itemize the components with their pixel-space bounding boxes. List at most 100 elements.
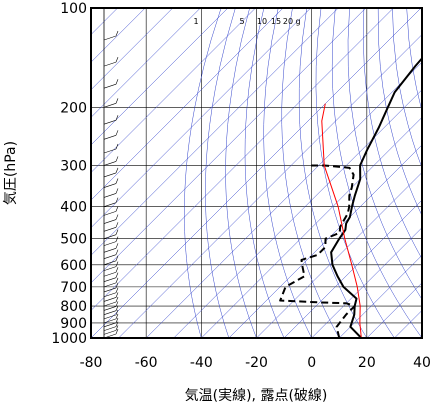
barb-staff (103, 287, 117, 293)
isotherm-line (201, 116, 422, 338)
isotherm-line (91, 8, 311, 229)
barb-flag (115, 261, 119, 267)
dry-adiabat-line (362, 8, 422, 260)
barb-staff (103, 248, 117, 253)
isotherm-line (173, 89, 422, 338)
dry-adiabat-line (392, 8, 422, 169)
x-tick-label: -80 (80, 355, 103, 371)
dry-adiabat-line (347, 8, 422, 300)
barb-flag (116, 0, 118, 4)
y-tick-label: 500 (60, 232, 87, 248)
series-line-0 (330, 56, 422, 338)
isotherm-line (91, 8, 229, 146)
barb-flag (115, 317, 119, 323)
dry-adiabat-line (263, 8, 312, 338)
barb-flag (115, 236, 119, 242)
barb-flag (115, 282, 119, 289)
barb-flag (115, 277, 119, 283)
barb-flag (115, 197, 119, 203)
barb-staff (103, 219, 117, 224)
y-tick-label: 200 (60, 100, 87, 116)
barb-flag (115, 325, 119, 331)
isotherm-line (394, 310, 422, 338)
barb-staff (103, 310, 117, 315)
barb-staff (103, 119, 117, 125)
barb-flag (115, 292, 119, 298)
barb-flag (115, 321, 119, 327)
mixing-ratio-labels: 1 5 10 15 20 g (193, 17, 300, 26)
y-tick-label: 900 (60, 316, 87, 332)
y-tick-label: 100 (60, 1, 87, 17)
barb-flag (115, 98, 119, 104)
y-tick-label: 800 (60, 299, 87, 315)
dry-adiabat-line (298, 8, 368, 338)
y-tick-label: 1000 (51, 331, 87, 347)
barb-staff (103, 277, 117, 282)
barb-flag (115, 130, 119, 136)
barb-staff (103, 234, 117, 239)
isotherm-line (91, 8, 284, 201)
barb-staff (103, 306, 117, 311)
barb-staff (103, 172, 117, 178)
isotherm-line (91, 8, 394, 311)
barb-flag (115, 229, 119, 235)
dry-adiabat-line (315, 8, 395, 338)
y-tick-label: 600 (60, 258, 87, 274)
x-tick-label: -40 (190, 355, 213, 371)
barb-flag (115, 255, 119, 261)
series-line-2 (321, 103, 362, 338)
wind-barbs (103, 0, 119, 338)
barb-staff (103, 266, 117, 271)
dry-adiabat-line (331, 8, 422, 338)
barb-flag (115, 309, 119, 315)
barb-staff (103, 211, 117, 216)
x-tick-label: -60 (135, 355, 158, 371)
barb-staff (103, 202, 117, 207)
isotherm-line (228, 144, 422, 338)
barb-flag (115, 222, 119, 228)
isotherm-line (421, 337, 422, 338)
barb-flag (115, 301, 119, 307)
barb-staff (103, 148, 117, 154)
barb-flag (115, 206, 119, 212)
barb-staff (103, 301, 117, 307)
isotherm-line (283, 199, 422, 338)
isotherm-line (339, 254, 422, 338)
barb-staff (103, 292, 117, 298)
y-axis-label: 気圧(hPa) (3, 141, 19, 205)
barb-staff (103, 83, 117, 89)
isotherm-line (91, 8, 422, 338)
barb-flag (115, 188, 119, 194)
dry-adiabat-line (244, 8, 285, 338)
barb-flag (115, 328, 119, 335)
dry-adiabat-line (225, 8, 257, 338)
barb-staff (103, 135, 117, 140)
barb-staff (103, 61, 117, 67)
barb-flag (115, 79, 119, 85)
dry-adiabat-line (205, 8, 236, 338)
mixing-ratio-label: 1 (193, 17, 198, 26)
barb-staff (103, 322, 117, 328)
barb-staff (103, 330, 117, 335)
isotherm-line (91, 8, 367, 284)
mixing-ratio-label: g (295, 17, 300, 26)
x-tick-label: -20 (245, 355, 268, 371)
isotherm-line (118, 34, 422, 338)
mixing-ratio-label: 15 (271, 17, 281, 26)
barb-staff (103, 254, 117, 259)
barb-staff (103, 318, 117, 324)
series-line-1 (279, 164, 356, 338)
isotherm-line (311, 227, 422, 338)
dry-adiabat-line (281, 8, 340, 338)
barb-flag (115, 156, 119, 162)
barb-staff (103, 161, 117, 166)
barb-staff (103, 282, 117, 288)
barb-flag (115, 249, 119, 255)
barb-staff (103, 271, 117, 277)
barb-flag (115, 30, 119, 37)
mixing-ratio-label: 5 (239, 17, 244, 26)
x-tick-label: 0 (307, 355, 316, 371)
barb-staff (103, 183, 117, 188)
barb-staff (103, 241, 117, 246)
